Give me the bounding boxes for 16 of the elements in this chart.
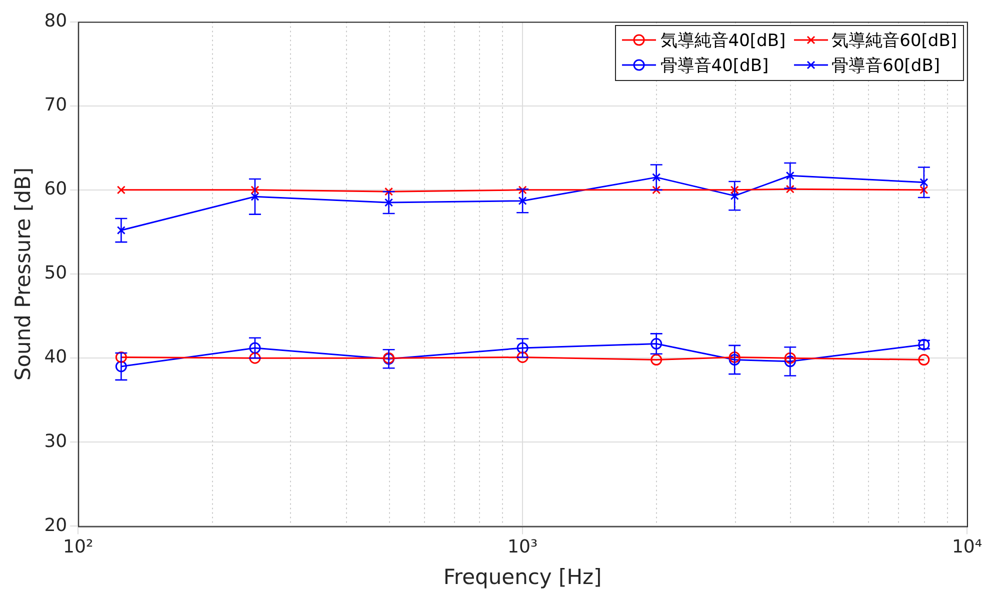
legend-label: 気導純音40[dB] [660, 30, 786, 52]
legend-label: 骨導音60[dB] [832, 54, 940, 77]
x-tick-label: 10² [63, 536, 94, 558]
y-tick-label: 60 [44, 178, 68, 200]
x-tick-label: 10⁴ [952, 536, 982, 558]
legend-label: 骨導音40[dB] [660, 54, 769, 77]
y-tick-label: 80 [44, 10, 68, 32]
x-axis-title: Frequency [Hz] [443, 564, 602, 589]
y-tick-label: 30 [44, 430, 68, 452]
y-axis-title: Sound Pressure [dB] [11, 167, 36, 381]
y-tick-label: 50 [44, 262, 68, 284]
x-tick-label: 10³ [507, 536, 538, 558]
y-tick-label: 40 [44, 346, 68, 368]
y-tick-label: 20 [44, 514, 68, 536]
legend-label: 気導純音60[dB] [832, 30, 957, 52]
y-tick-label: 70 [44, 94, 68, 116]
